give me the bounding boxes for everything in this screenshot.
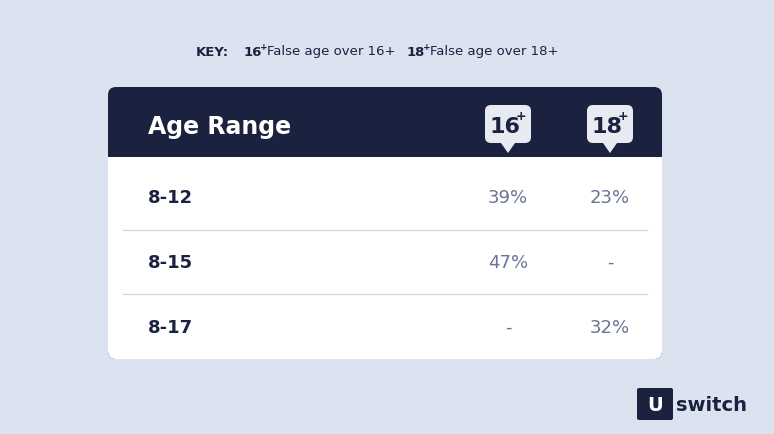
Text: 18: 18 xyxy=(407,46,426,58)
Text: -: - xyxy=(505,318,512,336)
Text: -: - xyxy=(607,253,613,271)
Text: +: + xyxy=(423,43,430,51)
Text: 16: 16 xyxy=(489,117,520,137)
Text: 16: 16 xyxy=(244,46,262,58)
Text: 8-12: 8-12 xyxy=(148,189,194,207)
Text: U: U xyxy=(647,395,663,414)
FancyBboxPatch shape xyxy=(108,158,662,359)
Text: +: + xyxy=(618,110,628,123)
Text: False age over 16+: False age over 16+ xyxy=(267,46,396,58)
Text: 8-15: 8-15 xyxy=(148,253,194,271)
Text: False age over 18+: False age over 18+ xyxy=(430,46,559,58)
Text: 8-17: 8-17 xyxy=(148,318,194,336)
Text: switch: switch xyxy=(676,395,747,414)
FancyBboxPatch shape xyxy=(637,388,673,420)
Text: 47%: 47% xyxy=(488,253,528,271)
Text: 32%: 32% xyxy=(590,318,630,336)
Text: +: + xyxy=(515,110,526,123)
Text: Age Range: Age Range xyxy=(148,115,291,139)
FancyBboxPatch shape xyxy=(108,88,662,359)
Text: +: + xyxy=(260,43,268,51)
FancyBboxPatch shape xyxy=(587,106,633,144)
Polygon shape xyxy=(603,144,617,154)
Text: 23%: 23% xyxy=(590,189,630,207)
FancyBboxPatch shape xyxy=(485,106,531,144)
Text: 18: 18 xyxy=(591,117,622,137)
Text: 39%: 39% xyxy=(488,189,528,207)
Polygon shape xyxy=(501,144,515,154)
Text: KEY:: KEY: xyxy=(196,46,229,58)
Polygon shape xyxy=(108,158,662,166)
